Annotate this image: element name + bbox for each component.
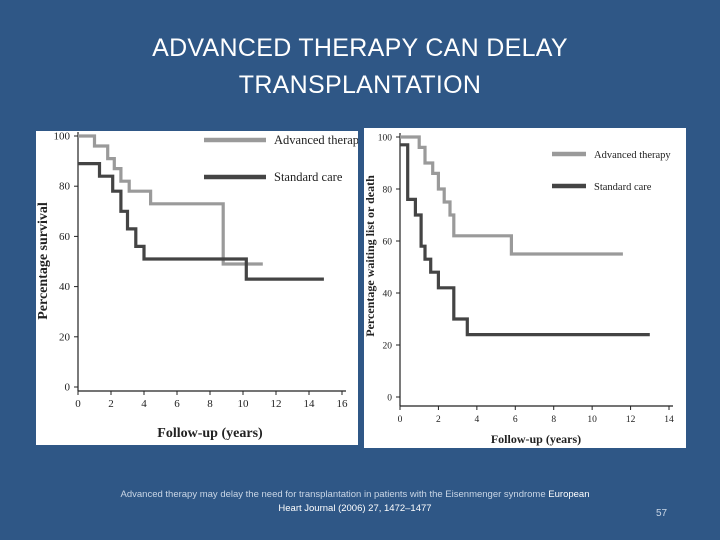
y-axis-label: Percentage survival bbox=[36, 202, 51, 320]
x-tick-label: 16 bbox=[337, 398, 349, 410]
x-tick-label: 0 bbox=[75, 398, 81, 410]
legend-label-standard-care: Standard care bbox=[274, 170, 343, 184]
series-line-advanced-therapy bbox=[78, 134, 263, 266]
x-tick-label: 10 bbox=[587, 415, 597, 425]
x-tick-label: 14 bbox=[304, 398, 316, 410]
y-tick-label: 40 bbox=[383, 290, 393, 300]
y-tick-label: 80 bbox=[59, 181, 71, 193]
slide-title-line-1: ADVANCED THERAPY CAN DELAY bbox=[152, 34, 568, 62]
waiting-list-chart: 0 20 40 60 80 100 0 2 4 6 8 10 12 14 Follow-up (years)… bbox=[364, 133, 674, 446]
x-axis-label: Follow-up (years) bbox=[157, 426, 263, 441]
y-tick-label: 100 bbox=[378, 134, 393, 144]
legend-label-standard-care: Standard care bbox=[594, 182, 652, 193]
slide-title: ADVANCED THERAPY CAN DELAY TRANSPLANTATI… bbox=[60, 30, 660, 104]
caption-text: Advanced therapy may delay the need for … bbox=[120, 489, 546, 500]
x-tick-label: 6 bbox=[174, 398, 180, 410]
series-line-standard-care bbox=[400, 143, 650, 337]
slide-caption: Advanced therapy may delay the need for … bbox=[120, 488, 590, 516]
legend-label-advanced-therapy: Advanced therapy bbox=[594, 150, 671, 161]
x-tick-label: 12 bbox=[271, 398, 282, 410]
y-tick-label: 20 bbox=[383, 342, 393, 352]
y-tick-label: 60 bbox=[59, 231, 71, 243]
x-tick-label: 14 bbox=[664, 415, 674, 425]
slide-title-line-2: TRANSPLANTATION bbox=[238, 71, 482, 99]
x-tick-label: 8 bbox=[207, 398, 213, 410]
survival-chart: 0 20 40 60 80 100 0 2 4 6 8 10 12 14 16 Follow-up (year… bbox=[36, 131, 358, 441]
y-tick-label: 100 bbox=[54, 131, 71, 143]
right-chart-panel: 0 20 40 60 80 100 0 2 4 6 8 10 12 14 Follow-up (years)… bbox=[364, 128, 686, 448]
x-tick-label: 12 bbox=[626, 415, 636, 425]
y-tick-label: 60 bbox=[383, 238, 393, 248]
caption-citation: European Heart Journal (2006) 27, 1472–1… bbox=[278, 489, 590, 514]
x-tick-label: 8 bbox=[551, 415, 556, 425]
x-tick-label: 10 bbox=[238, 398, 250, 410]
y-tick-label: 40 bbox=[59, 281, 71, 293]
x-tick-label: 4 bbox=[141, 398, 147, 410]
page-number: 57 bbox=[656, 508, 668, 519]
series-line-standard-care bbox=[78, 161, 324, 281]
x-tick-label: 0 bbox=[398, 415, 403, 425]
x-tick-label: 2 bbox=[108, 398, 114, 410]
y-tick-label: 0 bbox=[387, 394, 392, 404]
x-axis-label: Follow-up (years) bbox=[491, 432, 581, 446]
left-chart-panel: 0 20 40 60 80 100 0 2 4 6 8 10 12 14 16 Follow-up (year… bbox=[36, 131, 358, 445]
series-line-advanced-therapy bbox=[400, 135, 623, 256]
y-tick-label: 80 bbox=[383, 186, 393, 196]
y-tick-label: 0 bbox=[65, 382, 71, 394]
y-axis-label: Percentage waiting list or death bbox=[364, 175, 377, 337]
x-tick-label: 2 bbox=[436, 415, 441, 425]
x-tick-label: 6 bbox=[513, 415, 518, 425]
legend-label-advanced-therapy: Advanced therapy bbox=[274, 133, 358, 147]
x-tick-label: 4 bbox=[474, 415, 479, 425]
y-tick-label: 20 bbox=[59, 331, 71, 343]
